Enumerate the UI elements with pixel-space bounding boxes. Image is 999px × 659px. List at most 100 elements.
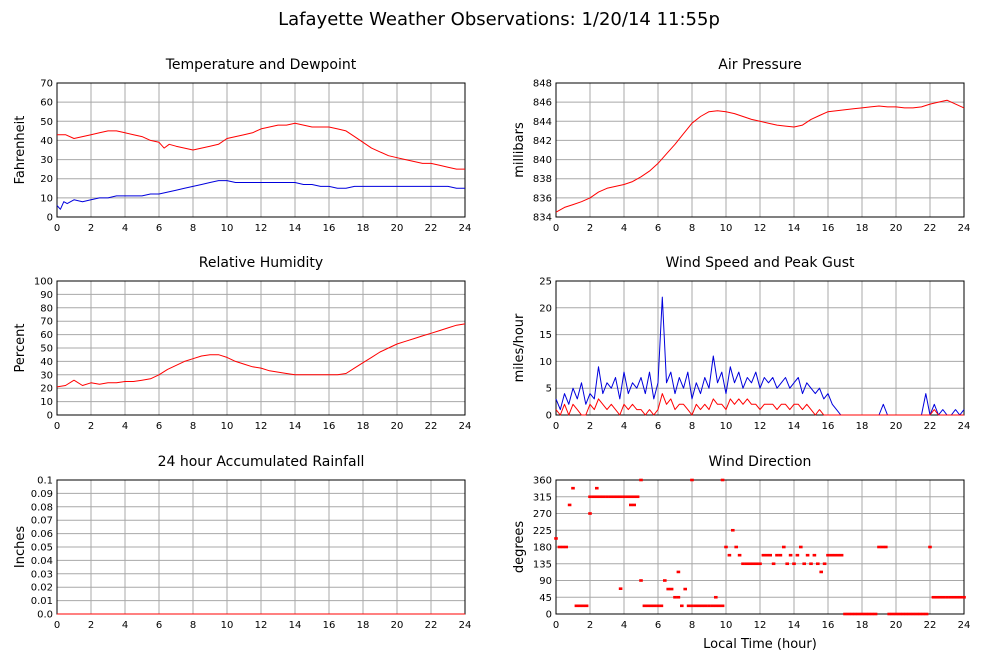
- rain-x-tick-label: 18: [357, 620, 370, 631]
- dir-x-tick-label: 14: [788, 620, 801, 631]
- dir-point: [816, 562, 820, 566]
- rh-y-tick-label: 60: [40, 330, 53, 341]
- pressure-x-tick-label: 20: [890, 223, 903, 234]
- dir-point: [962, 595, 966, 599]
- dir-point: [720, 604, 725, 608]
- dir-point: [714, 604, 718, 608]
- wind-x-tick-label: 10: [720, 421, 733, 432]
- rh-y-tick-label: 80: [40, 303, 53, 314]
- dir-point: [561, 545, 565, 549]
- dir-point: [629, 495, 633, 499]
- rain-x-tick-label: 22: [425, 620, 438, 631]
- rain-y-tick-label: 0.06: [31, 529, 53, 540]
- dir-point: [703, 604, 708, 608]
- wind-x-tick-label: 22: [924, 421, 937, 432]
- dir-point: [839, 553, 844, 557]
- dir-point: [877, 545, 881, 549]
- temp-x-tick-label: 10: [221, 223, 234, 234]
- temp-plot-border: [56, 82, 466, 218]
- rain-x-tick-label: 6: [156, 620, 162, 631]
- pressure-y-tick-label: 834: [533, 213, 552, 224]
- temp-y-tick-label: 70: [40, 79, 53, 90]
- dir-point: [894, 612, 898, 616]
- rain-x-tick-label: 16: [323, 620, 336, 631]
- dir-point: [938, 595, 942, 599]
- temp-x-tick-label: 4: [122, 223, 128, 234]
- dir-point: [615, 495, 619, 499]
- dir-point: [564, 545, 568, 549]
- dir-point: [731, 528, 735, 532]
- temp-y-tick-label: 30: [40, 155, 53, 166]
- dir-x-tick-label: 8: [689, 620, 695, 631]
- dir-point: [802, 562, 806, 566]
- dir-y-tick-label: 180: [533, 543, 552, 554]
- dir-point: [574, 604, 579, 608]
- temp-y-tick-label: 60: [40, 98, 53, 109]
- dir-point: [646, 604, 650, 608]
- dir-x-tick-label: 24: [958, 620, 971, 631]
- dir-point: [571, 486, 575, 490]
- temp-y-tick-label: 50: [40, 117, 53, 128]
- dir-y-tick-label: 90: [539, 576, 552, 587]
- dir-point: [829, 553, 834, 557]
- temp-y-tick-label: 10: [40, 193, 53, 204]
- rh-y-tick-label: 40: [40, 357, 53, 368]
- pressure-y-axis-label: millibars: [512, 122, 527, 178]
- dir-point: [887, 612, 891, 616]
- rain-x-tick-label: 20: [391, 620, 404, 631]
- wind-y-axis-label: miles/hour: [512, 313, 527, 382]
- rh-x-tick-label: 24: [459, 421, 472, 432]
- dir-point: [639, 478, 643, 482]
- dir-point: [581, 604, 585, 608]
- rain-y-tick-label: 0.0: [37, 610, 53, 621]
- pressure-x-tick-label: 4: [621, 223, 627, 234]
- dir-point: [618, 587, 623, 590]
- dir-point: [737, 553, 742, 557]
- pressure-x-tick-label: 24: [958, 223, 971, 234]
- wind-y-tick-label: 0: [546, 411, 552, 422]
- pressure-title: Air Pressure: [718, 57, 801, 73]
- dir-point: [921, 612, 925, 616]
- temp-x-tick-label: 22: [425, 223, 438, 234]
- dir-point: [809, 562, 813, 566]
- temp-x-tick-label: 6: [156, 223, 162, 234]
- dir-point: [642, 604, 647, 608]
- dir-point: [676, 570, 681, 574]
- dir-point: [856, 612, 861, 616]
- dir-point: [836, 553, 840, 557]
- dir-point: [714, 595, 718, 599]
- dir-point: [918, 612, 922, 616]
- dir-point: [683, 587, 687, 591]
- dir-point: [867, 612, 871, 616]
- wind-y-tick-label: 5: [546, 384, 552, 395]
- dir-point: [941, 595, 946, 599]
- dir-point: [605, 495, 609, 499]
- temp-y-axis-label: Fahrenheit: [13, 116, 28, 185]
- dir-point: [598, 495, 602, 499]
- rh-x-tick-label: 14: [289, 421, 302, 432]
- pressure-y-tick-label: 848: [533, 79, 552, 90]
- rh-x-tick-label: 2: [88, 421, 94, 432]
- dir-point: [717, 604, 721, 608]
- pressure-plot-border: [555, 82, 965, 218]
- dir-point: [669, 587, 674, 591]
- dir-x-tick-label: 12: [754, 620, 767, 631]
- pressure-y-tick-label: 836: [533, 193, 552, 204]
- dir-y-axis-label: degrees: [512, 521, 527, 574]
- wind-x-tick-label: 18: [856, 421, 869, 432]
- dir-title: Wind Direction: [709, 454, 812, 470]
- dir-x-tick-label: 4: [621, 620, 627, 631]
- dir-point: [890, 612, 895, 616]
- dir-point: [952, 595, 956, 599]
- dir-point: [792, 562, 796, 566]
- dir-point: [758, 562, 762, 566]
- rain-y-tick-label: 0.1: [37, 476, 53, 487]
- wind-y-tick-label: 15: [539, 330, 552, 341]
- wind-x-tick-label: 8: [689, 421, 695, 432]
- wind-x-tick-label: 4: [621, 421, 627, 432]
- temp-x-tick-label: 18: [357, 223, 370, 234]
- rh-title: Relative Humidity: [199, 255, 323, 271]
- dir-point: [625, 495, 630, 499]
